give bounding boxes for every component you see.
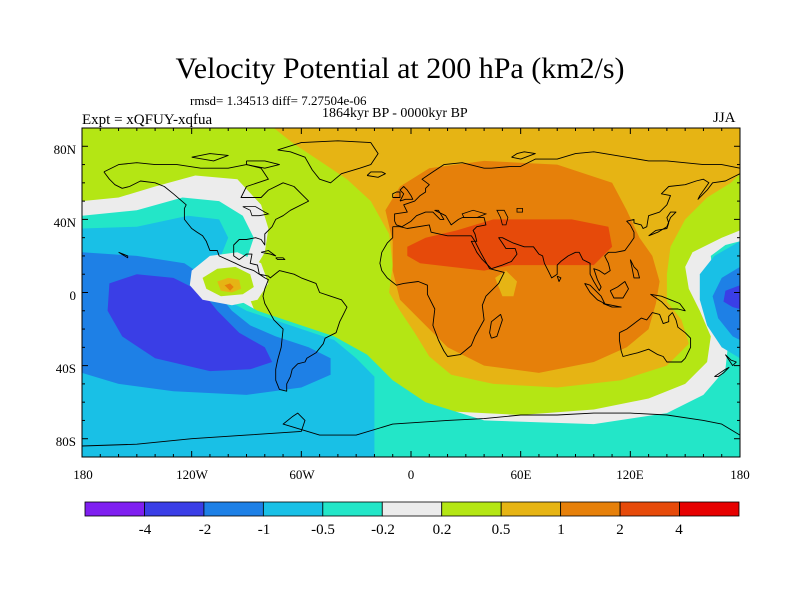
colorbar-label: -1	[257, 522, 271, 538]
x-tick-label-60e: 60E	[510, 467, 532, 482]
coastline	[556, 275, 562, 282]
subtitle: 1864kyr BP - 0000kyr BP	[322, 106, 468, 121]
y-tick-label-40s: 40S	[55, 361, 76, 376]
colorbar-swatch	[84, 501, 145, 517]
colorbar-label: 4	[675, 522, 683, 538]
coastline	[609, 281, 629, 299]
coastline	[399, 186, 414, 202]
coastline	[629, 259, 640, 279]
contour-region	[385, 160, 660, 373]
experiment-label: Expt = xQFUY-xqfua	[82, 112, 213, 128]
stats-line: rmsd= 1.34513 diff= 7.27504e-06	[190, 93, 367, 108]
coastline	[191, 153, 229, 162]
coastline	[725, 354, 737, 367]
lake-outline	[496, 209, 509, 226]
y-tick-label-80s: 80S	[55, 434, 76, 449]
colorbar-swatch	[560, 501, 621, 517]
contour-region	[224, 283, 234, 291]
colorbar	[84, 501, 740, 517]
colorbar-label: 0.2	[432, 522, 452, 538]
contour-fills	[82, 128, 740, 457]
coastline	[275, 257, 286, 261]
colorbar-swatch	[500, 501, 562, 517]
contour-region	[407, 219, 613, 271]
x-tick-label-120w: 120W	[176, 467, 208, 482]
coastline	[246, 160, 280, 169]
coastline	[489, 313, 503, 339]
coastline	[392, 191, 401, 198]
coastline	[277, 140, 379, 184]
colorbar-swatch	[262, 501, 324, 517]
colorbar-label: -0.5	[311, 522, 335, 538]
contour-region	[723, 285, 740, 309]
x-tick-label-180e: 180	[730, 467, 750, 482]
coastline	[648, 211, 677, 237]
map-frame	[81, 127, 741, 458]
coastline	[103, 162, 348, 392]
colorbar-label: -4	[138, 522, 152, 538]
coastline	[118, 251, 129, 259]
season-label: JJA	[713, 110, 736, 126]
contour-region	[107, 274, 273, 372]
colorbar-label: 0.5	[491, 522, 511, 538]
coastline	[714, 366, 730, 378]
x-tick-label-0: 0	[407, 467, 415, 482]
colorbar-label: 2	[616, 522, 624, 538]
lake-outline	[461, 209, 488, 219]
lake-outline	[242, 206, 270, 217]
x-tick-label-180w: 180	[73, 467, 93, 482]
coastline	[394, 151, 740, 222]
y-tick-label-80n: 80N	[53, 142, 76, 157]
lakes	[242, 206, 523, 226]
y-tick-label-40n: 40N	[53, 215, 76, 230]
coastline	[602, 303, 622, 308]
colorbar-swatch	[203, 501, 264, 517]
colorbar-swatch	[322, 501, 383, 517]
coastline	[82, 412, 740, 447]
x-tick-label-60w: 60W	[289, 467, 315, 482]
colorbar-swatch	[619, 501, 680, 517]
contour-region	[495, 270, 517, 297]
coastlines	[82, 140, 740, 447]
colorbar-label: -2	[198, 522, 212, 538]
coastline	[379, 224, 505, 357]
colorbar-label: 1	[557, 522, 565, 538]
colorbar-swatch	[381, 501, 443, 517]
x-tick-label-120e: 120E	[616, 467, 644, 482]
coastline	[366, 171, 386, 178]
coastline	[511, 151, 536, 160]
page-title: Velocity Potential at 200 hPa (km2/s)	[175, 52, 625, 85]
colorbar-swatch	[679, 501, 740, 517]
coastline	[394, 173, 740, 292]
coastline	[650, 293, 686, 312]
contour-region	[712, 266, 740, 340]
colorbar-label: -0.2	[371, 522, 395, 538]
lake-outline	[516, 207, 523, 213]
colorbar-swatch	[441, 501, 502, 517]
coastline	[618, 312, 692, 363]
y-tick-label-equator: 0	[69, 288, 77, 303]
colorbar-swatch	[144, 501, 205, 517]
coastline	[260, 250, 277, 257]
